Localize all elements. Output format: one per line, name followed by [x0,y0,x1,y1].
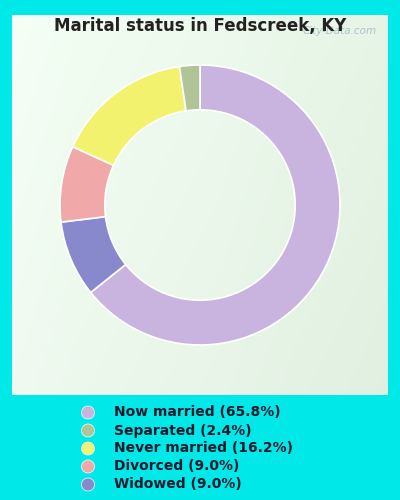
Text: Marital status in Fedscreek, KY: Marital status in Fedscreek, KY [54,18,346,36]
Wedge shape [73,66,186,166]
Text: Separated (2.4%): Separated (2.4%) [114,424,252,438]
Wedge shape [91,65,340,345]
Text: Widowed (9.0%): Widowed (9.0%) [114,478,242,492]
Wedge shape [61,216,126,292]
Text: Never married (16.2%): Never married (16.2%) [114,442,293,456]
Text: Now married (65.8%): Now married (65.8%) [114,406,281,419]
Text: Divorced (9.0%): Divorced (9.0%) [114,460,239,473]
Wedge shape [180,65,200,111]
Wedge shape [60,146,114,222]
Text: City-Data.com: City-Data.com [302,26,377,36]
